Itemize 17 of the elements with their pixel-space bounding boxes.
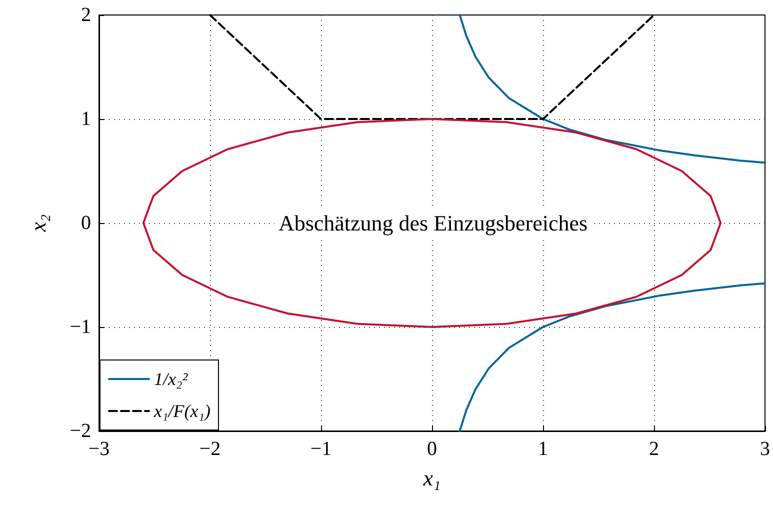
x-tick-label: 1 bbox=[538, 438, 548, 460]
y-tick-label: −2 bbox=[70, 420, 91, 442]
x-tick-label: 3 bbox=[760, 438, 770, 460]
x-axis-title: x₁ bbox=[422, 466, 441, 490]
x-tick-label: −2 bbox=[199, 438, 221, 460]
x-tick-label: 0 bbox=[427, 438, 437, 460]
y-axis-title: x₂ bbox=[26, 214, 50, 233]
y-tick-label: 1 bbox=[81, 108, 91, 130]
y-tick-label: 0 bbox=[81, 212, 91, 234]
y-tick-label: 2 bbox=[81, 4, 91, 26]
annotation: Abschätzung des Einzugsbereiches bbox=[278, 210, 588, 236]
x-tick-label: −3 bbox=[88, 438, 110, 460]
legend-label: 1/x₂² bbox=[154, 369, 188, 389]
y-tick-label: −1 bbox=[70, 316, 91, 338]
x-tick-label: 2 bbox=[649, 438, 659, 460]
legend-label: x₁/F(x₁) bbox=[153, 401, 210, 421]
x-tick-label: −1 bbox=[310, 438, 332, 460]
